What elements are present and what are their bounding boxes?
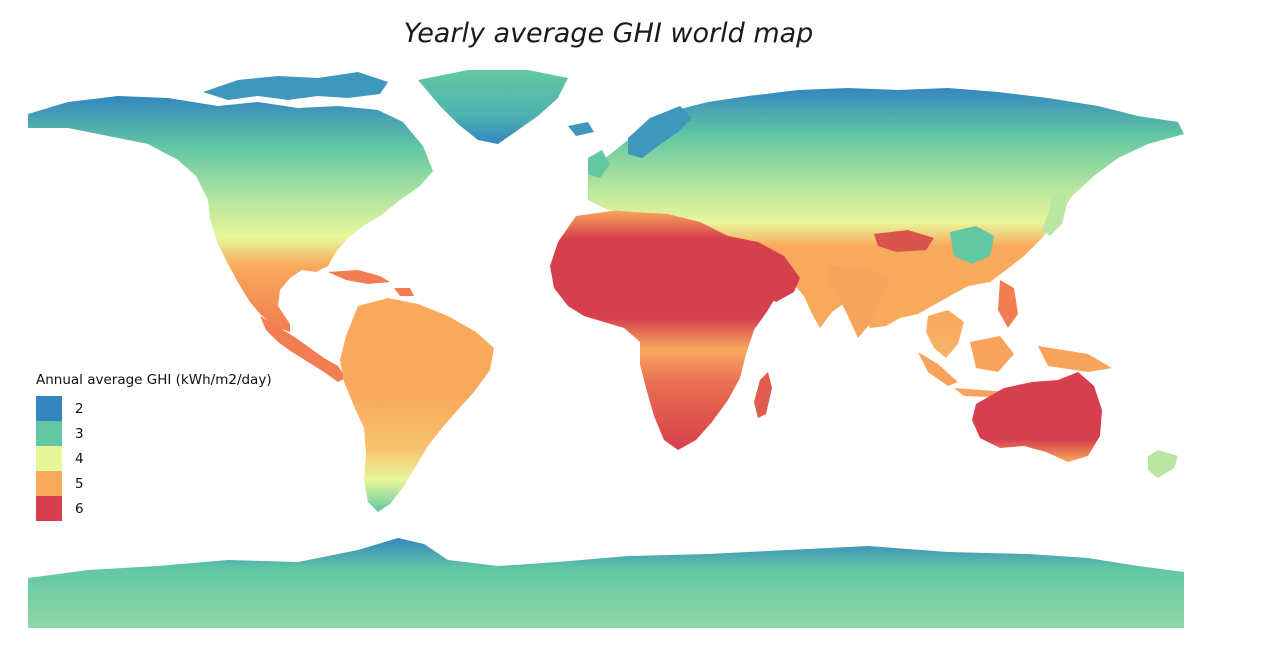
eurasia-region [588,88,1184,328]
legend-swatch [36,446,62,471]
central-america-region [260,316,346,382]
india-region [828,266,890,338]
australia-region [972,372,1102,462]
legend-swatch [36,421,62,446]
legend-label: 5 [75,475,84,492]
legend-item: 4 [36,446,326,471]
southeast-asia-region [926,310,964,358]
legend-swatch [36,496,62,521]
madagascar-region [754,372,772,418]
china-basin-region [950,226,994,264]
new-guinea-region [1038,346,1112,372]
south-america-region [340,298,494,512]
legend-label: 2 [75,400,84,417]
legend-label: 6 [75,500,84,517]
borneo-region [970,336,1014,372]
world-ghi-map [28,66,1184,628]
british-isles [588,150,610,178]
canada-arctic-islands [203,72,388,100]
japan-region [1042,186,1068,236]
antarctica-region [28,538,1184,628]
caribbean-islands [328,270,390,284]
legend-item: 5 [36,471,326,496]
legend-swatch [36,471,62,496]
iceland-region [568,122,594,136]
legend-label: 4 [75,450,84,467]
new-zealand-region [1148,450,1178,478]
greenland-region [418,70,568,144]
africa-region [550,210,780,450]
world-map-svg [28,70,1184,628]
scandinavia-region [628,106,692,158]
legend-label: 3 [75,425,84,442]
map-title: Yearly average GHI world map [403,18,814,49]
legend-swatch [36,396,62,421]
legend-title: Annual average GHI (kWh/m2/day) [36,372,272,388]
north-america-region [28,96,433,332]
map-legend: Annual average GHI (kWh/m2/day) 2 3 4 5 … [36,372,326,521]
tibet-region [874,230,934,252]
arabia-region [728,236,800,302]
legend-item: 6 [36,496,326,521]
caribbean-islands-east [394,288,414,296]
philippines-region [998,280,1018,328]
legend-item: 2 [36,396,326,421]
legend-items: 2 3 4 5 6 [36,396,326,521]
legend-item: 3 [36,421,326,446]
indonesia-sumatra [918,352,958,386]
